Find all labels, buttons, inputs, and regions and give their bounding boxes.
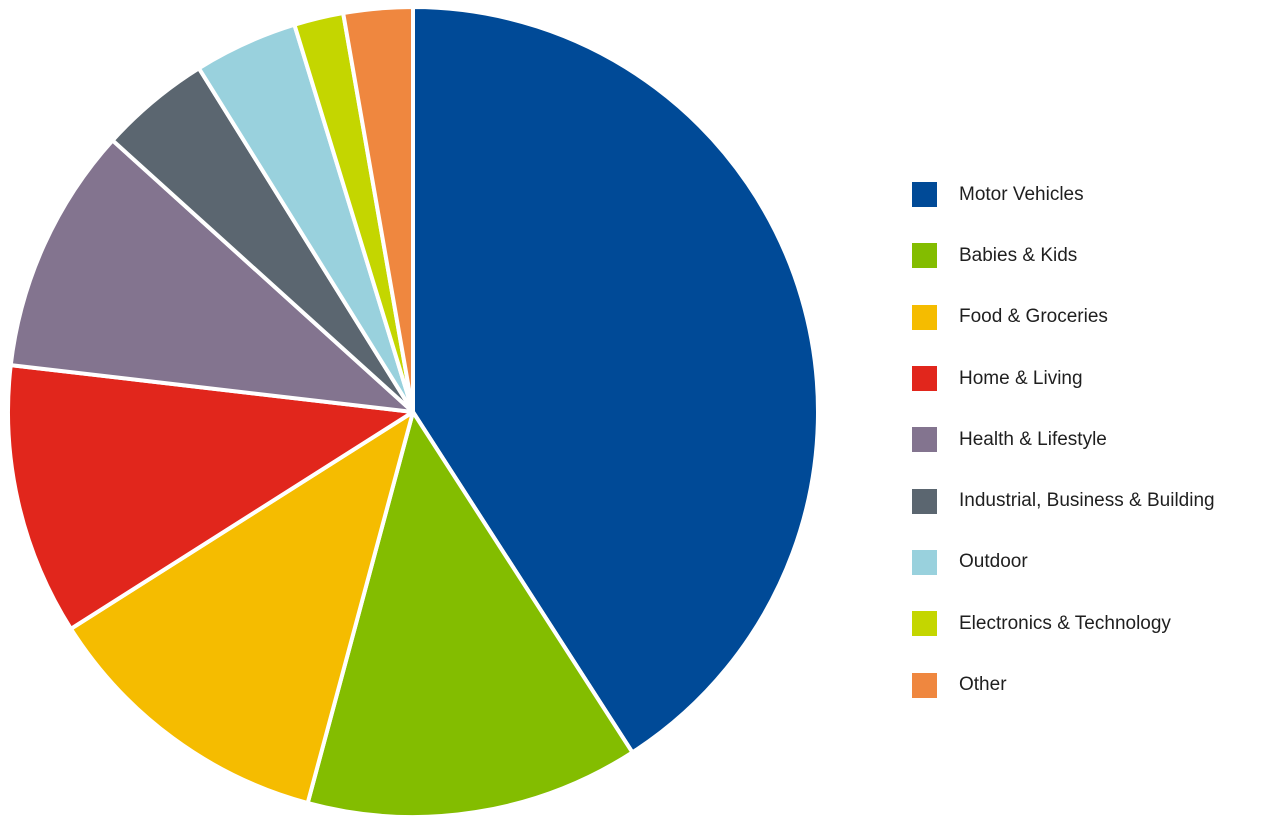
legend-swatch [912,611,937,637]
legend-swatch [912,366,937,392]
legend-swatch [912,672,937,698]
legend-label: Health & Lifestyle [959,428,1107,450]
pie-slice-other [341,5,415,414]
legend-item: Outdoor [912,532,1215,593]
legend-item: Other [912,654,1215,715]
legend-label: Food & Groceries [959,306,1108,328]
legend-label: Other [959,674,1007,696]
pie-slice-home-living [6,363,415,631]
legend-label: Motor Vehicles [959,183,1084,205]
legend-swatch [912,304,937,330]
pie-slice-health-lifestyle [8,138,415,414]
pie-slice-babies-kids [305,410,635,817]
legend-item: Electronics & Technology [912,593,1215,654]
legend-label: Electronics & Technology [959,612,1171,634]
legend-label: Babies & Kids [959,244,1078,266]
legend-item: Babies & Kids [912,225,1215,286]
legend-item: Home & Living [912,348,1215,409]
legend-swatch [912,427,937,453]
legend-swatch [912,243,937,269]
legend-swatch [912,182,937,208]
legend-swatch [912,549,937,575]
legend-item: Motor Vehicles [912,164,1215,225]
pie-slice-food-groceries [68,410,415,806]
legend-label: Home & Living [959,367,1083,389]
chart-legend: Motor Vehicles Babies & Kids Food & Groc… [912,164,1215,716]
legend-item: Industrial, Business & Building [912,470,1215,531]
legend-label: Outdoor [959,551,1028,573]
pie-chart [6,5,820,817]
legend-swatch [912,488,937,514]
legend-label: Industrial, Business & Building [959,490,1215,512]
legend-item: Health & Lifestyle [912,409,1215,470]
legend-item: Food & Groceries [912,287,1215,348]
